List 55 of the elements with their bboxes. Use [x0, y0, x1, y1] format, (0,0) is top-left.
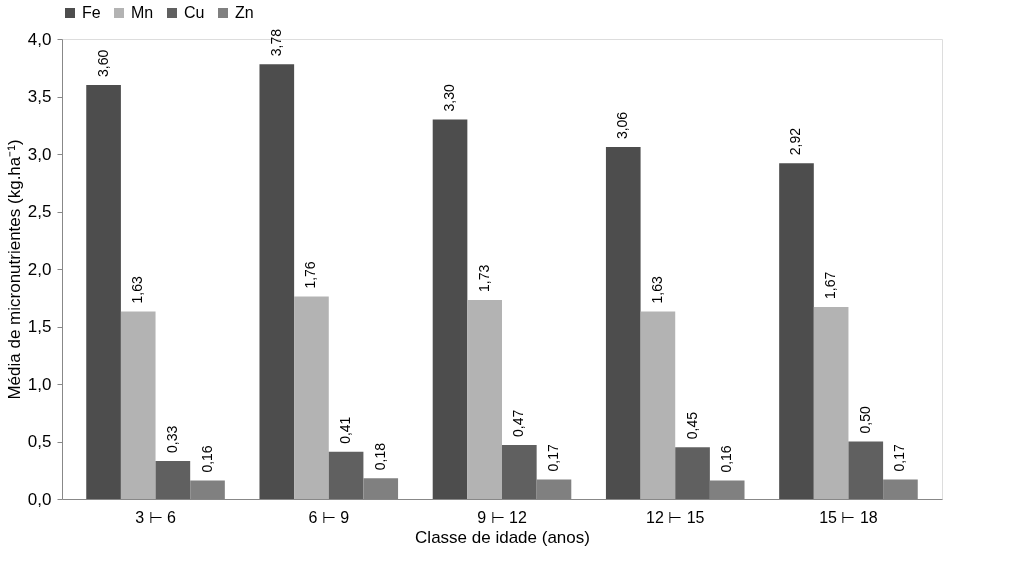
data-label: 3,60	[94, 49, 111, 77]
y-tick-label: 2,0	[27, 259, 52, 279]
bar	[502, 444, 537, 499]
y-tick-label: 1,5	[27, 317, 52, 336]
y-tick-label: 0,5	[27, 432, 52, 451]
bar	[328, 451, 364, 499]
data-label: 0,41	[337, 416, 354, 444]
bar	[640, 311, 676, 499]
y-tick-label: 1,0	[27, 374, 52, 394]
data-label: 1,73	[475, 264, 492, 293]
data-label: 0,33	[163, 425, 180, 454]
legend-label: Fe	[82, 4, 101, 21]
bar	[155, 461, 191, 499]
y-tick-label: 2,5	[27, 202, 52, 221]
x-tick-label: 12 ⊢ 15	[645, 508, 705, 526]
data-label: 0,50	[856, 406, 873, 434]
data-label: 0,45	[683, 411, 700, 440]
data-label: 2,92	[787, 127, 804, 156]
data-label: 1,76	[302, 261, 319, 289]
data-label: 0,16	[198, 445, 215, 473]
data-label: 0,17	[891, 443, 908, 472]
data-label: 3,30	[441, 84, 458, 112]
data-label: 1,67	[822, 271, 839, 299]
legend-label: Zn	[235, 4, 254, 21]
x-tick-label: 15 ⊢ 18	[819, 508, 878, 526]
data-label: 0,17	[544, 443, 561, 472]
data-label: 3,06	[614, 111, 631, 140]
bar	[467, 300, 502, 499]
y-tick-label: 4,0	[27, 29, 52, 49]
bar	[86, 85, 121, 499]
bar	[120, 311, 156, 499]
data-label: 0,18	[371, 442, 388, 471]
data-label: 1,63	[129, 276, 146, 304]
data-label: 0,16	[718, 445, 735, 473]
bar	[779, 163, 814, 499]
bar	[605, 147, 641, 499]
y-tick-label: 0,0	[27, 489, 52, 509]
y-tick-label: 3,5	[27, 87, 52, 106]
bar	[294, 296, 329, 499]
bar	[848, 441, 884, 499]
bar	[432, 119, 468, 499]
bar	[675, 447, 710, 499]
x-tick-label: 6 ⊢ 9	[308, 508, 350, 526]
bar	[813, 306, 849, 499]
y-axis-title: Média de micronutrientes (kg.ha⁻¹)	[4, 139, 24, 400]
y-tick-label: 3,0	[27, 144, 52, 164]
legend-label: Cu	[184, 4, 205, 21]
x-tick-label: 9 ⊢ 12	[477, 508, 527, 526]
bar	[259, 64, 295, 499]
data-label: 0,47	[510, 409, 527, 437]
data-label: 3,78	[267, 28, 284, 57]
x-tick-label: 3 ⊢ 6	[135, 508, 176, 526]
legend-label: Mn	[131, 4, 154, 21]
data-label: 1,63	[648, 276, 665, 304]
x-axis-title: Classe de idade (anos)	[415, 527, 590, 547]
